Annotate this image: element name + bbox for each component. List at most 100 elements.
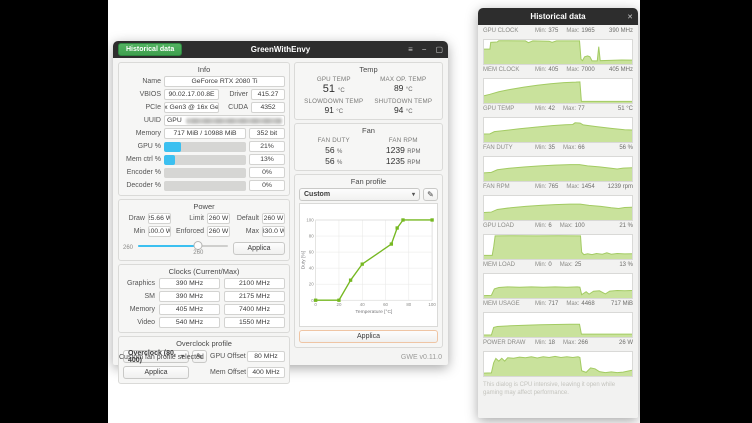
svg-text:40: 40 xyxy=(309,266,314,271)
hist-gpu-load-group: GPU LOAD Min: 6 Max: 100 21 % xyxy=(483,223,633,260)
chevron-down-icon: ▾ xyxy=(180,354,184,360)
overclock-edit-button[interactable]: ✎ xyxy=(192,350,207,363)
temp-section: Temp GPU TEMP 51 °C MAX OP. TEMP 89 °C S… xyxy=(294,62,443,120)
power-limit-value: 260 W xyxy=(207,213,230,224)
hist-chart-label: FAN DUTY xyxy=(483,145,513,151)
current-value: 390 MHz xyxy=(608,28,633,34)
app-version: GWE v0.11.0 xyxy=(400,354,442,361)
min-value: 405 xyxy=(548,67,559,73)
power-draw-label: Draw xyxy=(128,215,145,222)
hist-power-draw-group: POWER DRAW Min: 18 Max: 266 26 W xyxy=(483,340,633,377)
fan-duty-label: FAN DUTY xyxy=(317,137,350,144)
historical-body: GPU CLOCK Min: 375 Max: 1965 390 MHz MEM C… xyxy=(478,25,638,418)
gpu-usage-label: GPU % xyxy=(137,143,161,150)
pcie-label: PCIe xyxy=(145,104,161,111)
hist-chart-label: MEM CLOCK xyxy=(483,67,520,73)
sm-clock-current: 390 MHz xyxy=(159,291,220,302)
hist-fan-rpm-group: FAN RPM Min: 765 Max: 1454 1239 rpm xyxy=(483,184,633,221)
maximize-icon[interactable]: ▢ xyxy=(435,45,443,54)
historical-data-button[interactable]: Historical data xyxy=(118,43,183,56)
hist-mem-clock-chart xyxy=(483,78,633,104)
max-value: 100 xyxy=(574,223,585,229)
gpu-offset-input[interactable]: 80 MHz xyxy=(247,351,285,362)
menu-icon[interactable]: ≡ xyxy=(408,45,413,54)
max-value: 1454 xyxy=(581,184,595,190)
max-value: 7000 xyxy=(581,67,595,73)
shutdown-temp-label: SHUTDOWN TEMP xyxy=(374,98,433,105)
vbios-value: 90.02.17.00.8E xyxy=(164,89,219,100)
min-value: 765 xyxy=(548,184,559,190)
historical-titlebar[interactable]: Historical data ✕ xyxy=(478,8,638,25)
max-label: Max: xyxy=(563,145,577,151)
min-label: Min: xyxy=(535,28,547,34)
max-value: 25 xyxy=(574,262,582,268)
fan-profile-section: Fan profile Custom ▾ ✎ 0 20 40 60 80 100 0 20 40… xyxy=(294,174,443,348)
power-limit-label: Limit xyxy=(189,215,204,222)
hist-gpu-clock-chart xyxy=(483,39,633,65)
power-min-value: 100.0 W xyxy=(148,226,171,237)
power-limit-slider[interactable]: 260 xyxy=(138,240,228,256)
memory-clock-max: 7400 MHz xyxy=(224,304,285,315)
fan-curve-svg: 0 20 40 60 80 100 0 20 40 60 80 100 Temperature [°C]… xyxy=(300,218,436,315)
max-label: Max: xyxy=(559,262,573,268)
uuid-prefix: GPU xyxy=(167,117,182,124)
hist-chart-label: GPU LOAD xyxy=(483,223,515,229)
gpu-usage-value: 21% xyxy=(249,141,285,152)
hist-mem-load-group: MEM LOAD Min: 0 Max: 25 13 % xyxy=(483,262,633,299)
statusbar: Custom fan profile selected GWE v0.11.0 xyxy=(113,350,448,365)
svg-text:60: 60 xyxy=(309,250,314,255)
hist-fan-rpm-chart xyxy=(483,195,633,221)
hist-mem-usage-chart xyxy=(483,312,633,338)
fan-profile-apply-button[interactable]: Applica xyxy=(299,330,438,343)
max-op-temp-value: 89 °C xyxy=(393,83,413,93)
power-slider-handle[interactable] xyxy=(193,241,203,250)
power-draw-value: 25.66 W xyxy=(148,213,171,224)
fan2-rpm-value: 1235 RPM xyxy=(385,156,421,166)
slowdown-temp-value: 91 °C xyxy=(324,105,344,115)
status-message: Custom fan profile selected xyxy=(119,354,204,361)
fan-profile-edit-button[interactable]: ✎ xyxy=(423,188,438,201)
hist-gpu-load-chart xyxy=(483,234,633,260)
gpu-offset-label: GPU Offset xyxy=(210,353,246,360)
current-value: 26 W xyxy=(618,340,633,346)
power-apply-button[interactable]: Applica xyxy=(233,241,285,255)
main-window: GreenWithEnvy Historical data ≡ − ▢ Info… xyxy=(113,41,448,384)
overclock-profile-select[interactable]: Overclock (80, 400) ▾ xyxy=(123,350,189,364)
svg-text:20: 20 xyxy=(309,282,314,287)
mem-offset-input[interactable]: 400 MHz xyxy=(247,367,285,378)
vbios-label: VBIOS xyxy=(139,91,161,98)
min-label: Min: xyxy=(535,301,547,307)
svg-text:40: 40 xyxy=(360,302,365,307)
max-label: Max: xyxy=(566,301,580,307)
minimize-icon[interactable]: − xyxy=(421,45,427,54)
current-value: 405 MHz xyxy=(608,67,633,73)
video-clock-max: 1550 MHz xyxy=(224,317,285,328)
mem-ctrl-usage-label: Mem ctrl % xyxy=(126,156,161,163)
svg-text:100: 100 xyxy=(306,218,314,223)
fan-profile-select[interactable]: Custom ▾ xyxy=(299,188,420,201)
historical-data-window: Historical data ✕ GPU CLOCK Min: 375 Max:… xyxy=(478,8,638,418)
hist-gpu-clock-group: GPU CLOCK Min: 375 Max: 1965 390 MHz xyxy=(483,28,633,65)
max-value: 66 xyxy=(578,145,585,151)
video-clock-label: Video xyxy=(137,319,155,326)
encoder-usage-label: Encoder % xyxy=(126,169,161,176)
power-slider-value: 260 xyxy=(193,250,204,256)
slowdown-temp-label: SLOWDOWN TEMP xyxy=(304,98,364,105)
main-titlebar[interactable]: GreenWithEnvy Historical data ≡ − ▢ xyxy=(113,41,448,58)
max-label: Max: xyxy=(559,223,573,229)
cuda-label: CUDA xyxy=(228,104,248,111)
hist-fan-duty-group: FAN DUTY Min: 35 Max: 66 56 % xyxy=(483,145,633,182)
overclock-apply-button[interactable]: Applica xyxy=(123,366,189,379)
uuid-label: UUID xyxy=(143,117,161,124)
power-default-value: 260 W xyxy=(262,213,285,224)
power-section-title: Power xyxy=(193,202,215,211)
svg-text:80: 80 xyxy=(406,302,411,307)
svg-text:0: 0 xyxy=(311,298,314,303)
min-label: Min: xyxy=(535,67,547,73)
max-value: 4468 xyxy=(581,301,595,307)
power-enforced-value: 260 W xyxy=(207,226,230,237)
sm-clock-label: SM xyxy=(144,293,156,300)
current-value: 1239 rpm xyxy=(607,184,633,190)
close-icon[interactable]: ✕ xyxy=(627,13,633,21)
current-value: 13 % xyxy=(619,262,633,268)
